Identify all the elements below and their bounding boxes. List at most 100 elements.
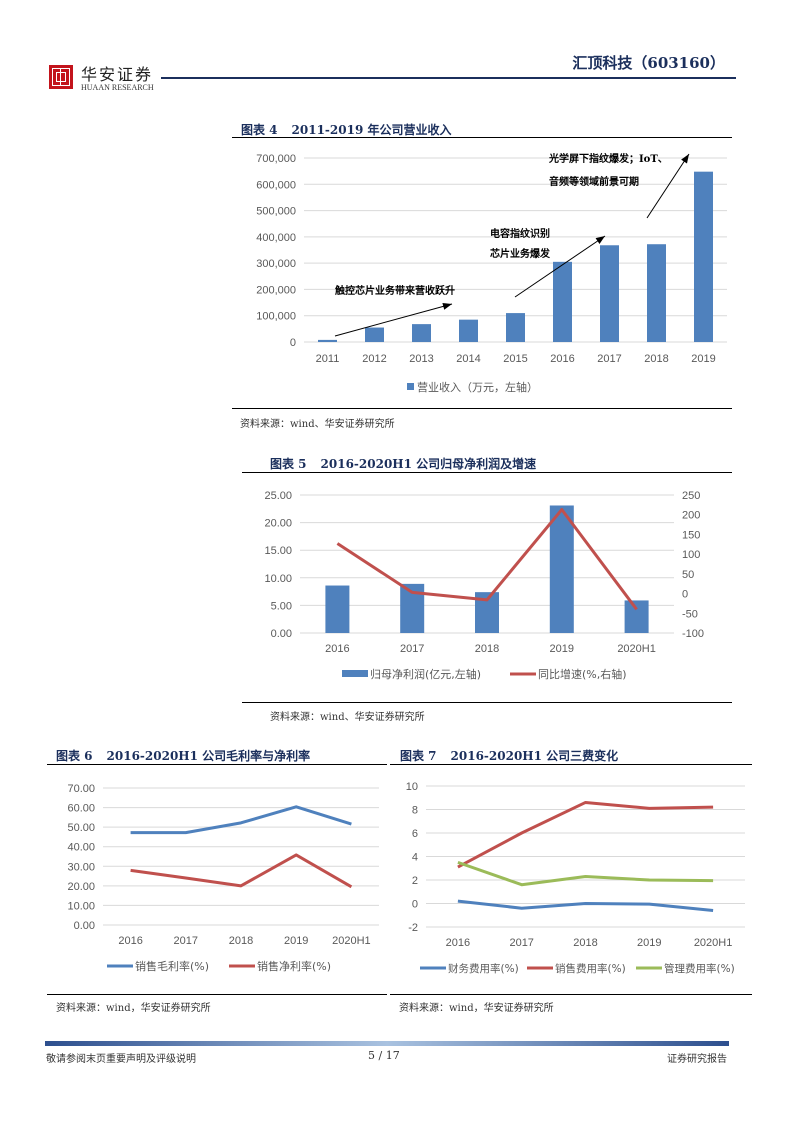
y-tick-label: 100,000 (256, 311, 296, 323)
net-margin-line (130, 853, 353, 889)
y2-tick-label: 200 (682, 510, 700, 522)
x-tick-label: 2016 (550, 353, 574, 365)
huaan-logo-icon (49, 65, 73, 89)
y-tick-label: 2 (412, 875, 418, 887)
revenue-bar (694, 171, 713, 342)
fig6-bottom-rule (47, 994, 387, 995)
revenue-bar (318, 339, 337, 342)
annotation-arrow-line (514, 235, 606, 298)
legend-swatch-revenue (407, 383, 414, 390)
arrow-head-icon (442, 302, 452, 310)
gross-margin-line (130, 805, 352, 835)
fig4-title-text: 2011-2019 年公司营业收入 (291, 123, 452, 137)
page-number: 5 / 17 (368, 1049, 400, 1062)
arrow-head-icon (595, 236, 605, 244)
header-divider (161, 77, 736, 79)
y2-tick-label: -100 (682, 628, 704, 640)
arrow-head-icon (681, 154, 689, 164)
y2-tick-label: 0 (682, 589, 688, 601)
chart-annotation: 光学屏下指纹爆发；IoT、 (548, 152, 668, 165)
fig4-source: 资料来源：wind、华安证券研究所 (240, 419, 395, 430)
fig6-source: 资料来源：wind，华安证券研究所 (56, 1003, 211, 1014)
fig5-bottom-rule (242, 702, 732, 703)
fig6-margin-line-chart: 0.00 10.00 20.00 30.00 40.00 50.00 60.00 70.00 2… (67, 783, 379, 973)
y-tick-label: 8 (412, 805, 418, 817)
legend-label-gross-margin-line: 销售毛利率(%) (135, 959, 209, 973)
fig7-label: 图表 7 (400, 749, 437, 763)
legend-label-net-margin-line: 销售净利率(%) (257, 959, 331, 973)
y-tick-label: 500,000 (256, 206, 296, 218)
x-tick-label: 2018 (573, 937, 597, 949)
fig4-revenue-bar-chart: 0 100,000 200,000 300,000 400,000 500,000 600,… (256, 152, 727, 394)
y-tick-label: 0.00 (74, 920, 95, 932)
footer-disclaimer: 敬请参阅末页重要声明及评级说明 (46, 1054, 196, 1065)
fig5-title: 图表 5 2016-2020H1 公司归母净利润及增速 (270, 455, 536, 472)
y-tick-label: 50.00 (67, 822, 95, 834)
y-tick-label: 300,000 (256, 258, 296, 270)
y-tick-label: 0 (412, 899, 418, 911)
x-tick-label: 2020H1 (332, 935, 371, 947)
growth-rate-line (336, 508, 638, 611)
logo-chinese-name: 华安证券 (81, 65, 154, 84)
x-tick-label: 2019 (691, 353, 715, 365)
fig7-source: 资料来源：wind，华安证券研究所 (399, 1003, 554, 1014)
y-tick-label: 400,000 (256, 232, 296, 244)
x-tick-label: 2011 (316, 353, 340, 365)
legend-label-revenue: 营业收入（万元，左轴） (417, 380, 538, 394)
finance-expense-line (457, 899, 714, 913)
fig7-title-text: 2016-2020H1 公司三费变化 (450, 749, 619, 763)
y2-tick-label: 50 (682, 569, 694, 581)
y-tick-label: 15.00 (264, 545, 292, 557)
y-tick-label: 5.00 (271, 600, 292, 612)
x-tick-label: 2017 (400, 643, 424, 655)
y-tick-label: -2 (408, 922, 418, 934)
legend-label-sales-expense-line: 销售费用率(%) (555, 962, 626, 975)
y-tick-label: 40.00 (67, 842, 95, 854)
fig6-top-rule (47, 764, 387, 765)
fig5-title-text: 2016-2020H1 公司归母净利润及增速 (320, 457, 537, 471)
x-tick-label: 2017 (174, 935, 198, 947)
legend-swatch-net-profit (342, 670, 368, 677)
y-tick-label: 10.00 (67, 900, 95, 912)
fig6-label: 图表 6 (56, 749, 93, 763)
net-profit-bar (325, 585, 350, 633)
revenue-bar (647, 244, 666, 342)
x-tick-label: 2016 (325, 643, 349, 655)
x-tick-label: 2018 (475, 643, 499, 655)
y-tick-label: 60.00 (67, 803, 95, 815)
revenue-bar (600, 245, 619, 342)
y2-tick-label: 250 (682, 490, 700, 502)
chart-annotation: 电容指纹识别 (490, 227, 550, 240)
net-profit-bar (624, 600, 649, 633)
revenue-bar (412, 324, 431, 342)
footer-doc-type: 证券研究报告 (667, 1054, 727, 1065)
x-tick-label: 2020H1 (617, 643, 656, 655)
fig7-title: 图表 7 2016-2020H1 公司三费变化 (400, 747, 618, 764)
fig4-label: 图表 4 (241, 123, 278, 137)
admin-expense-line (457, 860, 714, 887)
y-tick-label: 4 (412, 852, 418, 864)
y-tick-label: 70.00 (67, 783, 95, 795)
legend-label-net-profit: 归母净利润(亿元,左轴) (370, 667, 481, 681)
revenue-bar (506, 313, 525, 342)
chart-annotation: 芯片业务爆发 (490, 247, 551, 260)
y-tick-label: 10 (406, 781, 418, 793)
x-tick-label: 2013 (409, 353, 433, 365)
chart-annotation: 音频等领域前景可期 (549, 175, 639, 188)
chart-annotation: 触控芯片业务带来营收跃升 (334, 284, 455, 297)
fig7-top-rule (390, 764, 752, 765)
fig6-title-text: 2016-2020H1 公司毛利率与净利率 (106, 749, 311, 763)
x-tick-label: 2018 (229, 935, 253, 947)
x-tick-label: 2020H1 (694, 937, 733, 949)
y2-tick-label: 100 (682, 549, 700, 561)
x-tick-label: 2019 (284, 935, 308, 947)
fig6-title: 图表 6 2016-2020H1 公司毛利率与净利率 (56, 747, 310, 764)
annotation-arrow-line (334, 303, 453, 337)
x-tick-label: 2012 (362, 353, 386, 365)
revenue-bar (365, 327, 384, 342)
fig4-bottom-rule (232, 408, 732, 409)
x-tick-label: 2019 (637, 937, 661, 949)
x-tick-label: 2015 (503, 353, 527, 365)
sales-expense-line (457, 800, 714, 869)
y2-tick-label: 150 (682, 529, 700, 541)
